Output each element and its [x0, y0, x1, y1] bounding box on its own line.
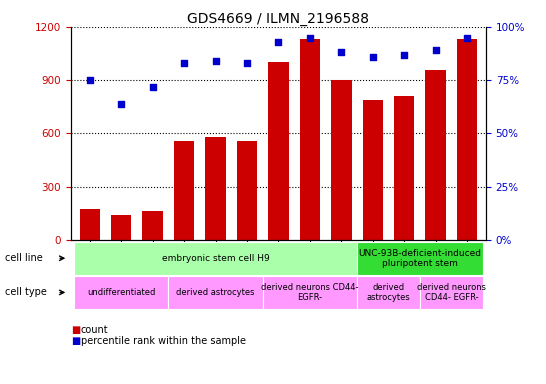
- Point: [306, 35, 314, 41]
- Text: count: count: [81, 325, 109, 335]
- Text: percentile rank within the sample: percentile rank within the sample: [81, 336, 246, 346]
- Text: derived astrocytes: derived astrocytes: [176, 288, 255, 297]
- Bar: [268, 62, 289, 240]
- Bar: [394, 96, 414, 240]
- Text: embryonic stem cell H9: embryonic stem cell H9: [162, 254, 270, 263]
- Bar: [457, 39, 477, 240]
- Bar: [174, 141, 194, 240]
- Text: undifferentiated: undifferentiated: [87, 288, 156, 297]
- Point: [86, 77, 94, 83]
- Point: [337, 50, 346, 56]
- Point: [180, 60, 188, 66]
- Text: ■: ■: [71, 325, 80, 335]
- Title: GDS4669 / ILMN_2196588: GDS4669 / ILMN_2196588: [187, 12, 370, 26]
- Bar: [300, 39, 320, 240]
- Text: ■: ■: [71, 336, 80, 346]
- Point: [117, 101, 126, 107]
- Text: derived neurons
CD44- EGFR-: derived neurons CD44- EGFR-: [417, 283, 486, 302]
- Text: cell line: cell line: [5, 253, 43, 263]
- Point: [242, 60, 251, 66]
- Point: [274, 39, 283, 45]
- Bar: [237, 141, 257, 240]
- Bar: [205, 137, 226, 240]
- Point: [462, 35, 471, 41]
- Text: UNC-93B-deficient-induced
pluripotent stem: UNC-93B-deficient-induced pluripotent st…: [358, 248, 482, 268]
- Bar: [425, 70, 446, 240]
- Point: [431, 47, 440, 53]
- Point: [211, 58, 220, 64]
- Bar: [111, 215, 132, 240]
- Point: [400, 51, 408, 58]
- Bar: [331, 80, 352, 240]
- Text: cell type: cell type: [5, 287, 48, 298]
- Bar: [80, 209, 100, 240]
- Point: [369, 54, 377, 60]
- Text: derived neurons CD44-
EGFR-: derived neurons CD44- EGFR-: [261, 283, 359, 302]
- Bar: [143, 211, 163, 240]
- Text: derived
astrocytes: derived astrocytes: [366, 283, 411, 302]
- Bar: [363, 100, 383, 240]
- Point: [149, 83, 157, 89]
